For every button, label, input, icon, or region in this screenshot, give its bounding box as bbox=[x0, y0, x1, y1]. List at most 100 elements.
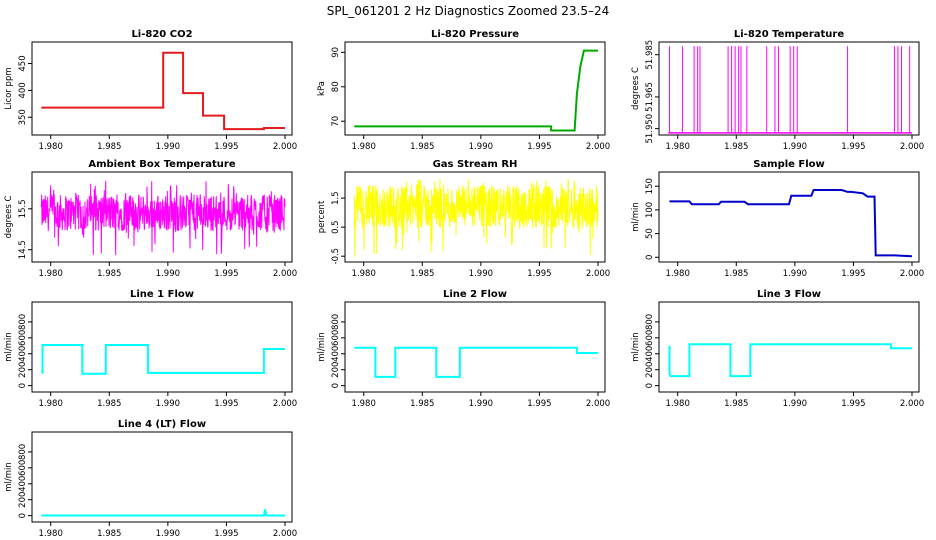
x-tick-label: 1.990 bbox=[156, 529, 180, 539]
y-axis-label: kPa bbox=[317, 81, 327, 96]
x-tick-label: 1.990 bbox=[469, 399, 493, 409]
series-line bbox=[354, 346, 598, 378]
x-tick-label: 1.990 bbox=[156, 399, 180, 409]
x-tick-label: 1.990 bbox=[783, 399, 807, 409]
y-tick-label: 100 bbox=[645, 202, 655, 218]
series-line bbox=[40, 180, 286, 256]
y-axis-label: ml/min bbox=[631, 202, 641, 232]
y-tick-label: 0 bbox=[18, 513, 28, 518]
x-tick-label: 1.980 bbox=[352, 269, 376, 279]
x-tick-label: 1.985 bbox=[97, 529, 121, 539]
y-tick-label: 200 bbox=[645, 362, 655, 378]
x-tick-label: 2.000 bbox=[273, 142, 297, 152]
y-tick-label: 51.950 bbox=[645, 114, 655, 144]
y-tick-label: 0 bbox=[18, 383, 28, 388]
chart-title: Line 2 Flow bbox=[443, 289, 507, 300]
x-tick-label: 1.995 bbox=[527, 399, 551, 409]
chart-title: Line 1 Flow bbox=[130, 289, 194, 300]
y-tick-label: 200 bbox=[331, 362, 341, 378]
y-axis-label: ml/min bbox=[4, 332, 14, 362]
y-tick-label: 400 bbox=[18, 82, 28, 98]
y-tick-label: 600 bbox=[18, 460, 28, 476]
y-tick-label: 800 bbox=[331, 314, 341, 330]
x-tick-label: 2.000 bbox=[586, 399, 610, 409]
x-tick-label: 1.990 bbox=[469, 269, 493, 279]
series-line bbox=[41, 509, 285, 517]
y-tick-label: 600 bbox=[645, 330, 655, 346]
x-tick-label: 2.000 bbox=[586, 269, 610, 279]
chart-title: Li-820 Pressure bbox=[431, 29, 519, 40]
x-tick-label: 1.980 bbox=[352, 399, 376, 409]
y-tick-label: 51.965 bbox=[645, 82, 655, 112]
chart-panel-line4: Line 4 (LT) Flow 1.980 1.985 1.990 1.995 2.00… bbox=[4, 419, 297, 539]
chart-panel-pressure: Li-820 Pressure 1.980 1.985 1.990 1.995 2.000… bbox=[317, 29, 610, 152]
y-tick-label: 800 bbox=[18, 314, 28, 330]
chart-panel-temperature: Li-820 Temperature 1.980 1.985 1.990 1.995 2.… bbox=[631, 29, 924, 152]
chart-panel-sample: Sample Flow 1.980 1.985 1.990 1.995 2.000 0 50 1… bbox=[631, 159, 924, 279]
plot-frame bbox=[31, 301, 293, 393]
series-line bbox=[41, 344, 285, 375]
y-tick-label: 600 bbox=[331, 330, 341, 346]
x-tick-label: 2.000 bbox=[273, 399, 297, 409]
x-tick-label: 1.985 bbox=[97, 399, 121, 409]
y-tick-label: 200 bbox=[18, 492, 28, 508]
x-tick-label: 2.000 bbox=[900, 399, 924, 409]
y-tick-label: 0 bbox=[645, 383, 655, 388]
y-tick-label: 600 bbox=[18, 330, 28, 346]
y-tick-label: 90 bbox=[331, 47, 341, 58]
x-tick-label: 1.985 bbox=[724, 269, 748, 279]
chart-title: Sample Flow bbox=[753, 159, 825, 170]
x-tick-label: 1.980 bbox=[666, 269, 690, 279]
y-axis-label: degrees C bbox=[631, 67, 641, 110]
x-tick-label: 1.995 bbox=[214, 269, 238, 279]
x-tick-label: 1.980 bbox=[39, 269, 63, 279]
y-axis-label: ml/min bbox=[631, 332, 641, 362]
y-axis-label: ml/min bbox=[317, 332, 327, 362]
chart-panel-rh: Gas Stream RH 1.980 1.985 1.990 1.995 2.000 -0… bbox=[317, 159, 610, 279]
x-tick-label: 1.995 bbox=[527, 269, 551, 279]
plot-frame bbox=[31, 171, 293, 263]
y-axis-label: degrees C bbox=[4, 196, 14, 239]
x-tick-label: 1.980 bbox=[666, 399, 690, 409]
y-tick-label: 350 bbox=[18, 109, 28, 125]
plot-frame bbox=[658, 301, 920, 393]
x-tick-label: 1.980 bbox=[39, 529, 63, 539]
plot-frame bbox=[344, 41, 606, 136]
series-line bbox=[353, 178, 599, 258]
x-tick-label: 1.985 bbox=[410, 399, 434, 409]
x-tick-label: 1.985 bbox=[410, 142, 434, 152]
x-tick-label: 1.990 bbox=[783, 142, 807, 152]
y-tick-label: 50 bbox=[645, 228, 655, 239]
x-tick-label: 2.000 bbox=[900, 142, 924, 152]
y-tick-label: 70 bbox=[331, 116, 341, 127]
y-tick-label: 800 bbox=[18, 444, 28, 460]
x-tick-label: 1.980 bbox=[39, 142, 63, 152]
x-tick-label: 1.990 bbox=[783, 269, 807, 279]
y-tick-label: 450 bbox=[18, 55, 28, 71]
chart-title: Li-820 CO2 bbox=[131, 29, 192, 40]
x-tick-label: 1.995 bbox=[214, 399, 238, 409]
plot-frame bbox=[344, 301, 606, 393]
chart-title: Ambient Box Temperature bbox=[88, 159, 235, 170]
x-tick-label: 1.980 bbox=[666, 142, 690, 152]
plot-frame bbox=[344, 171, 606, 263]
y-tick-label: 0 bbox=[331, 383, 341, 388]
series-line bbox=[354, 49, 598, 132]
x-tick-label: 1.985 bbox=[724, 142, 748, 152]
chart-panel-line1: Line 1 Flow 1.980 1.985 1.990 1.995 2.000 0 200… bbox=[4, 289, 297, 409]
y-axis-label: Licor ppm bbox=[4, 67, 14, 109]
chart-panel-line3: Line 3 Flow 1.980 1.985 1.990 1.995 2.000 0 200… bbox=[631, 289, 924, 409]
y-tick-label: 0 bbox=[645, 255, 655, 260]
x-tick-label: 2.000 bbox=[273, 529, 297, 539]
y-tick-label: -0.5 bbox=[331, 248, 341, 265]
y-tick-label: 80 bbox=[331, 81, 341, 92]
chart-panel-line2: Line 2 Flow 1.980 1.985 1.990 1.995 2.000 0 200… bbox=[317, 289, 610, 409]
y-tick-label: 15.5 bbox=[18, 199, 28, 218]
x-tick-label: 1.995 bbox=[841, 399, 865, 409]
y-tick-label: 51.985 bbox=[645, 40, 655, 70]
x-tick-label: 1.995 bbox=[214, 529, 238, 539]
y-tick-label: 1.5 bbox=[331, 191, 341, 205]
plot-frame bbox=[658, 171, 920, 263]
y-tick-label: 400 bbox=[645, 346, 655, 362]
x-tick-label: 1.990 bbox=[469, 142, 493, 152]
